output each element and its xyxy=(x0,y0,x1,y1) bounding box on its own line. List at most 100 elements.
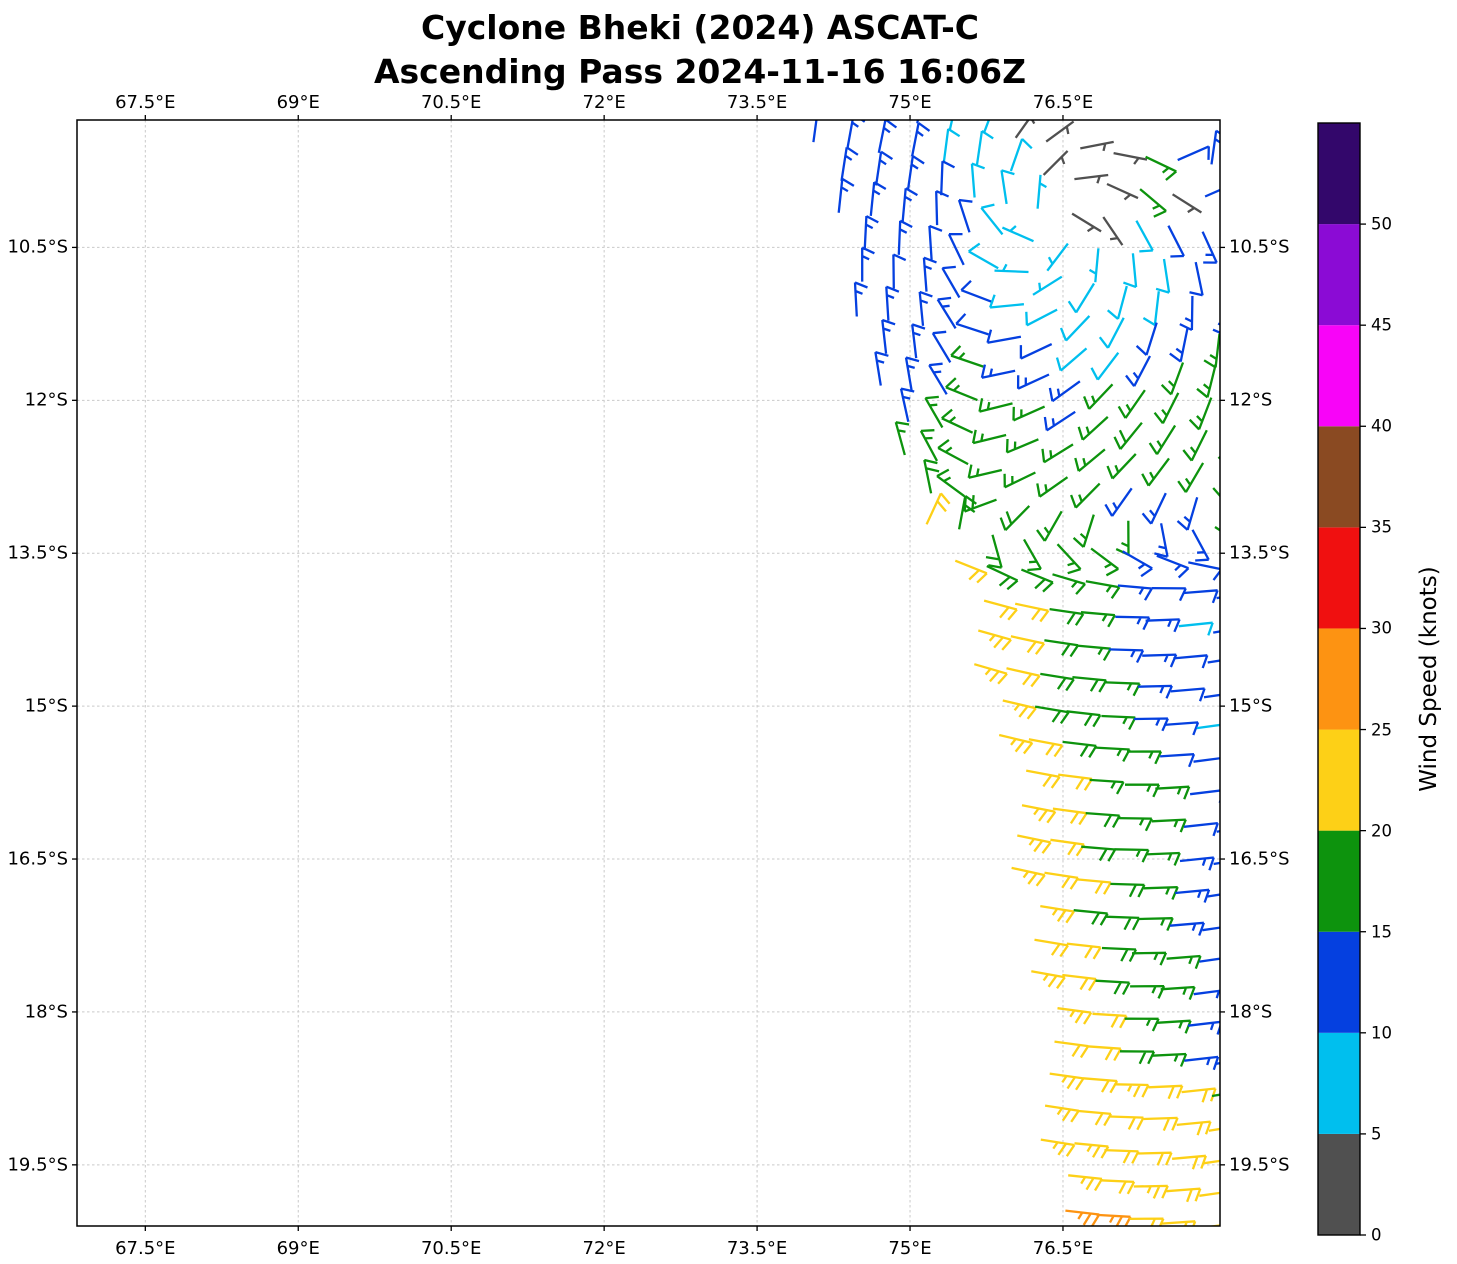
wind-barb xyxy=(1076,1109,1112,1127)
wind-barb xyxy=(1109,1115,1145,1131)
wind-barb xyxy=(1184,1055,1220,1071)
wind-barb xyxy=(936,296,957,330)
wind-barb xyxy=(853,281,868,317)
lat-tick-label-left: 15°S xyxy=(24,695,68,717)
wind-barb xyxy=(1238,338,1252,372)
wind-barb xyxy=(1164,721,1200,736)
wind-barb xyxy=(1179,295,1194,332)
wind-barb xyxy=(1230,959,1263,972)
wind-barb xyxy=(1095,979,1131,996)
wind-barb xyxy=(1131,951,1168,966)
wind-barb xyxy=(937,438,969,466)
wind-barb xyxy=(1023,538,1042,572)
wind-barb xyxy=(1040,672,1075,692)
wind-barb xyxy=(1117,389,1146,419)
wind-barb xyxy=(906,155,925,190)
wind-barb xyxy=(1227,1226,1260,1241)
wind-barb xyxy=(1074,173,1109,184)
lon-tick-label-bottom: 67.5°E xyxy=(115,1238,176,1259)
wind-barb xyxy=(1072,514,1095,548)
colorbar-band xyxy=(1318,224,1360,326)
wind-barb xyxy=(1135,322,1158,356)
wind-barb xyxy=(901,187,918,223)
wind-barb xyxy=(1057,1007,1093,1025)
wind-barb xyxy=(1214,526,1220,532)
wind-barb xyxy=(1224,268,1237,301)
wind-barb xyxy=(1055,347,1088,372)
wind-barb xyxy=(1031,970,1066,989)
lat-tick-label-left: 18°S xyxy=(24,1001,68,1023)
wind-barb xyxy=(1059,315,1091,342)
wind-barb xyxy=(1072,675,1108,693)
colorbar-band xyxy=(1318,830,1360,932)
lon-tick-label-bottom: 76.5°E xyxy=(1032,1238,1094,1259)
wind-barb xyxy=(1125,783,1161,798)
wind-barb xyxy=(975,130,994,165)
colorbar-outline xyxy=(1317,122,1361,1236)
wind-barb xyxy=(1129,1217,1165,1226)
colorbar-tick-label: 25 xyxy=(1371,720,1392,740)
wind-barb xyxy=(853,80,866,114)
wind-barb xyxy=(1054,1040,1090,1059)
wind-barb xyxy=(1255,796,1288,809)
lat-tick-label-left: 16.5°S xyxy=(7,848,68,870)
wind-barb xyxy=(1048,380,1081,403)
colorbar-band xyxy=(1318,123,1360,225)
wind-barb xyxy=(1080,140,1114,152)
wind-barb xyxy=(1041,443,1074,464)
wind-barb xyxy=(1213,861,1220,866)
wind-barb xyxy=(1182,429,1208,462)
wind-barb xyxy=(1161,1220,1197,1226)
wind-barb xyxy=(986,329,1022,344)
wind-barb xyxy=(1020,568,1054,593)
wind-barb xyxy=(1003,471,1036,489)
wind-barb xyxy=(1148,424,1177,455)
wind-barb xyxy=(1203,333,1220,369)
wind-barb xyxy=(1166,1187,1202,1203)
wind-barb xyxy=(1199,957,1220,963)
colorbar-tick-label: 40 xyxy=(1371,416,1392,436)
wind-barb xyxy=(989,294,1025,309)
wind-barb xyxy=(931,330,952,363)
wind-barb xyxy=(948,120,954,130)
wind-barb xyxy=(1167,225,1185,258)
wind-barb xyxy=(1123,253,1138,289)
wind-barb xyxy=(1080,611,1116,628)
wind-barb xyxy=(1217,456,1220,461)
wind-barb xyxy=(1254,571,1288,584)
wind-barb xyxy=(983,599,1018,621)
wind-barb xyxy=(1178,621,1214,636)
wind-barb xyxy=(1010,635,1046,655)
colorbar-tick-label: 35 xyxy=(1371,517,1392,537)
wind-barb xyxy=(1065,1209,1101,1226)
wind-barb xyxy=(1242,894,1275,907)
wind-barb xyxy=(1156,1019,1192,1034)
wind-barb xyxy=(1216,829,1220,833)
wind-barb xyxy=(1034,705,1070,725)
wind-barb xyxy=(1145,618,1181,633)
wind-barb xyxy=(1032,275,1063,296)
lon-tick-label-top: 67.5°E xyxy=(115,92,176,113)
wind-barb xyxy=(1202,926,1220,932)
wind-barb xyxy=(1005,438,1039,454)
wind-barb xyxy=(1208,1127,1220,1132)
wind-barb xyxy=(1044,871,1080,890)
wind-barb xyxy=(1110,882,1146,898)
wind-barb xyxy=(1243,138,1261,171)
chart-title: Cyclone Bheki (2024) ASCAT-C xyxy=(421,8,979,47)
wind-barb xyxy=(1141,457,1170,487)
colorbar-tick-label: 10 xyxy=(1371,1023,1392,1043)
wind-barb xyxy=(897,219,913,255)
wind-barb xyxy=(840,146,859,182)
lon-tick-label-top: 76.5°E xyxy=(1032,92,1094,113)
wind-barb xyxy=(1138,917,1174,932)
wind-barb xyxy=(1114,1083,1150,1098)
wind-barb xyxy=(985,534,1003,569)
wind-barb xyxy=(1046,242,1069,272)
wind-barb xyxy=(967,464,1003,479)
wind-barb xyxy=(1237,203,1271,218)
wind-barb xyxy=(1212,485,1220,498)
wind-barb xyxy=(1137,684,1173,699)
wind-barb xyxy=(1177,462,1205,493)
wind-barb xyxy=(919,429,939,462)
